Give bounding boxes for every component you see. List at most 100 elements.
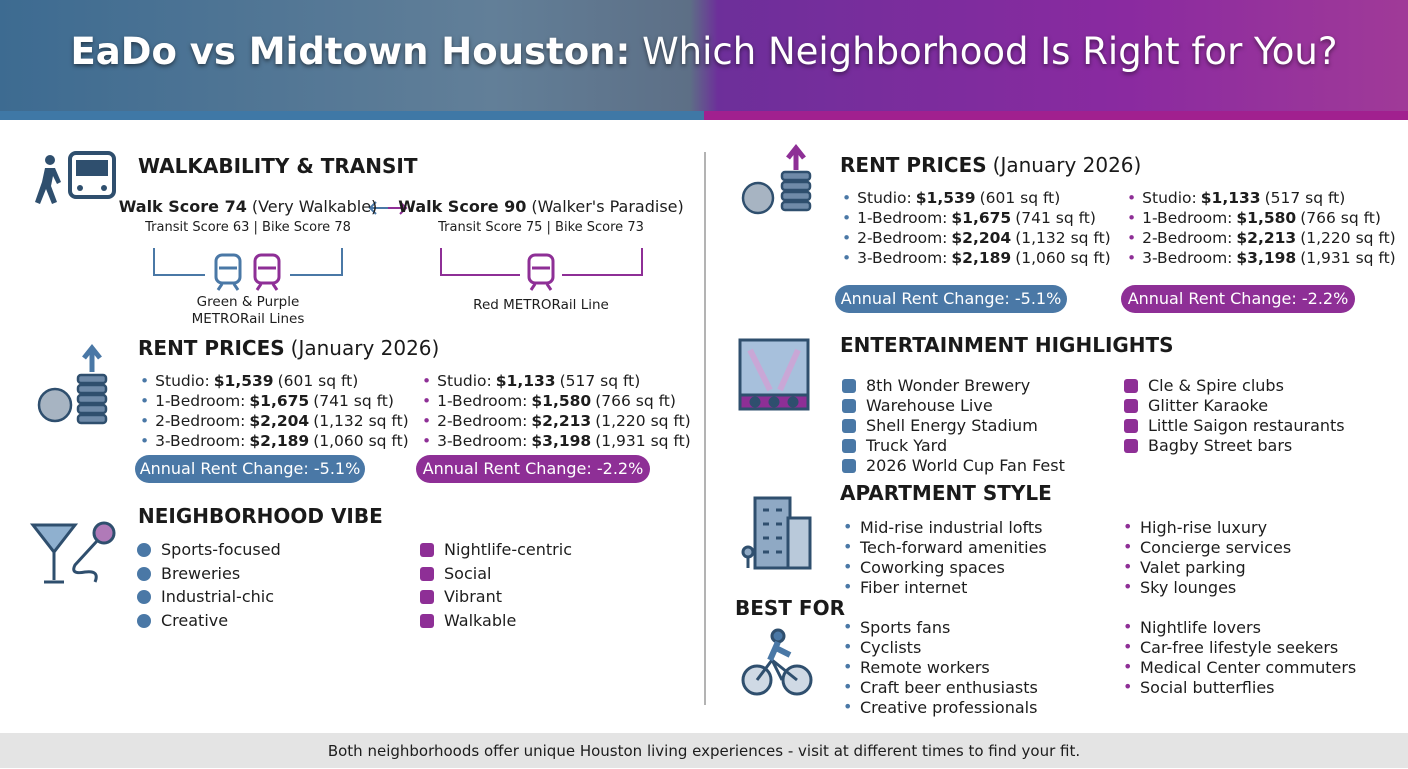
rent-label: 2-Bedroom: [155,412,246,430]
rent-price: $2,204 [249,412,310,430]
rent-label: Studio: [155,372,210,390]
list-item: Cyclists [860,638,922,657]
rent-price: $1,580 [531,392,592,410]
header-bg [0,0,1408,120]
bullet: • [843,657,853,676]
rent-size: (741 sq ft) [1015,209,1096,227]
section-title-text: ENTERTAINMENT HIGHLIGHTS [840,333,1174,357]
rent-price: $1,675 [249,392,310,410]
rent-item: • 2-Bedroom: $2,204 (1,132 sq ft) [842,229,1111,247]
section-title: NEIGHBORHOOD VIBE [138,504,383,528]
item-icon [1124,439,1138,453]
rent-label: Studio: [1142,189,1197,207]
item-icon [842,379,856,393]
rent-size: (1,132 sq ft) [1015,229,1111,247]
rent-price: $2,189 [951,249,1012,267]
walk-score-value: Walk Score 74 [118,197,247,216]
bullet: • [140,432,150,450]
list-item: Fiber internet [860,578,968,597]
section-title: RENT PRICES (January 2026) [840,153,1141,177]
rent-price: $1,675 [951,209,1012,227]
list-item: Sports fans [860,618,951,637]
bullet: • [422,432,432,450]
header-stripe [0,111,1408,120]
rent-size: (517 sq ft) [559,372,641,390]
bracket [153,248,343,276]
rent-label: 3-Bedroom: [857,249,948,267]
rent-price: $1,133 [495,372,556,390]
list-item: Medical Center commuters [1140,658,1357,677]
bullet: • [843,697,853,716]
item-icon [137,613,151,628]
bullet: • [1123,577,1133,596]
rent-item: • 2-Bedroom: $2,204 (1,132 sq ft) [140,412,409,430]
bullet: • [1127,209,1137,227]
list-item: Craft beer enthusiasts [860,678,1038,697]
section-title: RENT PRICES (January 2026) [138,336,439,360]
walk-score: Walk Score 74 (Very Walkable) [98,197,398,216]
item-icon [420,613,434,628]
section-subtitle: (January 2026) [992,153,1142,177]
list-item: Nightlife-centric [444,540,572,559]
list-item: Industrial-chic [161,587,274,606]
rent-size: (1,060 sq ft) [313,432,409,450]
rent-size: (1,931 sq ft) [1300,249,1396,267]
item-icon [137,590,151,604]
section-title-text: RENT PRICES [840,153,987,177]
section-title-text: APARTMENT STYLE [840,481,1052,505]
walk-score-note: (Walker's Paradise) [531,197,684,216]
rent-label: 1-Bedroom: [155,392,246,410]
bullet: • [1123,637,1133,656]
rent-price: $1,133 [1200,189,1261,207]
bullet: • [422,372,432,390]
rent-price: $1,539 [213,372,274,390]
section-title: WALKABILITY & TRANSIT [138,154,417,178]
rent-size: (1,220 sq ft) [1300,229,1396,247]
list-item: Cle & Spire clubs [1148,376,1284,395]
bullet: • [842,189,852,207]
rent-size: (1,220 sq ft) [595,412,691,430]
rent-label: Studio: [857,189,912,207]
bullet: • [1127,249,1137,267]
bullet: • [842,249,852,267]
section-title-text: WALKABILITY & TRANSIT [138,154,418,178]
rent-item: • Studio: $1,539 (601 sq ft) [842,189,1060,207]
bullet: • [843,617,853,636]
rent-label: 2-Bedroom: [437,412,528,430]
list-item: 2026 World Cup Fan Fest [866,456,1065,475]
rent-label: 1-Bedroom: [437,392,528,410]
item-icon [842,399,856,413]
bullet: • [422,412,432,430]
list-item: Social [444,563,492,583]
rent-item: • 1-Bedroom: $1,580 (766 sq ft) [422,392,676,410]
underlines [138,183,1370,611]
walk-score: Walk Score 90 (Walker's Paradise) [391,197,691,216]
list-item: Shell Energy Stadium [866,416,1038,435]
rent-change: Annual Rent Change: -2.2% [1121,285,1355,313]
rent-price: $3,198 [531,432,592,450]
list-item: Walkable [444,610,517,630]
item-icon [842,439,856,453]
rent-icon [741,143,812,215]
building-icon [741,496,812,570]
rent-item: • 3-Bedroom: $2,189 (1,060 sq ft) [842,249,1111,267]
list-item: High-rise luxury [1140,518,1268,537]
list-item: Glitter Karaoke [1148,396,1269,415]
section-title: APARTMENT STYLE [840,481,1052,505]
rent-price: $1,539 [915,189,976,207]
bike-icon [741,628,813,696]
bullet: • [843,677,853,696]
rent-icon [37,343,108,425]
list-item: Social butterflies [1140,678,1275,697]
rent-price: $2,204 [951,229,1012,247]
compare-arrow [368,201,408,215]
list-item: Tech-forward amenities [860,538,1047,557]
rail-line: Red METRORail Line [473,297,609,313]
transit-icon [35,151,116,204]
list-item: Coworking spaces [860,558,1005,577]
list-item: Remote workers [860,658,990,677]
rent-item: • 2-Bedroom: $2,213 (1,220 sq ft) [422,412,691,430]
bullet: • [843,637,853,656]
rent-size: (517 sq ft) [1264,189,1346,207]
item-icon [842,459,856,473]
